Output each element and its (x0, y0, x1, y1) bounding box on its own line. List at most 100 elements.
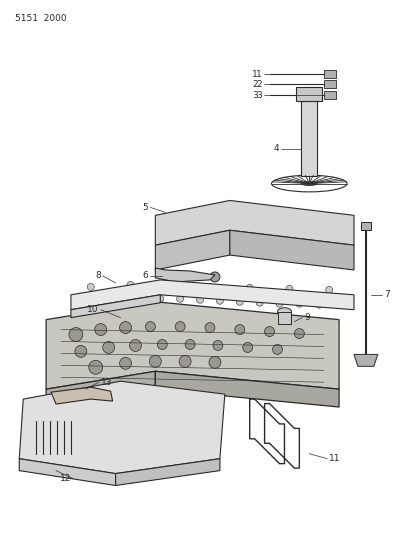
Circle shape (92, 292, 99, 298)
Ellipse shape (279, 210, 289, 215)
Circle shape (231, 289, 238, 296)
Circle shape (275, 300, 282, 307)
Text: 5: 5 (142, 203, 148, 212)
Polygon shape (301, 101, 317, 175)
Circle shape (72, 390, 80, 398)
Circle shape (212, 341, 222, 350)
Circle shape (196, 296, 203, 303)
Polygon shape (324, 80, 335, 88)
Circle shape (180, 249, 190, 259)
Polygon shape (71, 280, 353, 310)
Circle shape (119, 358, 131, 369)
Polygon shape (19, 381, 224, 474)
Circle shape (75, 345, 87, 358)
Circle shape (129, 340, 141, 351)
Circle shape (112, 289, 119, 296)
Polygon shape (19, 459, 115, 486)
Circle shape (116, 423, 125, 432)
Circle shape (191, 287, 198, 294)
Circle shape (151, 286, 158, 293)
Circle shape (272, 344, 282, 354)
Circle shape (256, 299, 263, 306)
Ellipse shape (338, 218, 348, 223)
Circle shape (117, 297, 124, 304)
Circle shape (310, 292, 317, 299)
Circle shape (145, 321, 155, 332)
Polygon shape (51, 387, 112, 404)
Circle shape (160, 253, 170, 263)
Circle shape (270, 292, 277, 298)
Circle shape (209, 357, 220, 368)
Text: 11: 11 (328, 454, 340, 463)
Circle shape (264, 327, 274, 336)
Circle shape (94, 324, 106, 336)
Circle shape (175, 445, 184, 453)
Circle shape (155, 425, 164, 434)
Circle shape (149, 356, 161, 367)
Circle shape (195, 407, 204, 416)
Circle shape (246, 285, 252, 292)
Ellipse shape (319, 213, 328, 218)
Circle shape (204, 247, 214, 257)
Polygon shape (115, 459, 219, 486)
Circle shape (294, 328, 303, 338)
Text: 1: 1 (251, 70, 257, 79)
Circle shape (216, 297, 223, 304)
Circle shape (97, 299, 104, 306)
Ellipse shape (301, 182, 316, 185)
Circle shape (91, 447, 100, 456)
Circle shape (96, 424, 105, 433)
Circle shape (102, 342, 115, 353)
Circle shape (285, 285, 292, 292)
Circle shape (211, 288, 218, 295)
Circle shape (209, 272, 219, 282)
Polygon shape (353, 354, 377, 366)
Ellipse shape (277, 320, 291, 328)
Circle shape (236, 298, 243, 305)
Polygon shape (155, 372, 338, 407)
Circle shape (127, 281, 134, 288)
Circle shape (325, 286, 332, 293)
Text: 1: 1 (255, 70, 261, 79)
Circle shape (136, 447, 144, 456)
Polygon shape (46, 302, 338, 389)
Circle shape (116, 401, 125, 410)
Polygon shape (229, 230, 353, 270)
Circle shape (123, 459, 137, 474)
Ellipse shape (277, 308, 291, 316)
Circle shape (57, 392, 65, 400)
Circle shape (206, 284, 213, 290)
Ellipse shape (170, 216, 180, 221)
Circle shape (175, 321, 185, 332)
Circle shape (234, 325, 244, 335)
Circle shape (74, 459, 88, 474)
Polygon shape (155, 230, 229, 270)
Circle shape (89, 360, 102, 374)
Circle shape (71, 446, 80, 455)
Polygon shape (71, 295, 160, 318)
Circle shape (204, 322, 214, 333)
Polygon shape (296, 87, 321, 101)
Polygon shape (324, 91, 335, 99)
Circle shape (52, 445, 61, 453)
Circle shape (137, 296, 144, 303)
Ellipse shape (239, 208, 249, 213)
Circle shape (89, 390, 97, 398)
Circle shape (155, 405, 164, 414)
Circle shape (111, 448, 120, 457)
Text: 10: 10 (87, 305, 99, 314)
Polygon shape (324, 70, 335, 78)
Circle shape (87, 284, 94, 290)
Text: 4: 4 (273, 144, 279, 154)
Polygon shape (155, 268, 214, 282)
Polygon shape (360, 222, 370, 230)
Text: 12: 12 (59, 474, 71, 483)
Text: 3: 3 (251, 91, 257, 100)
Polygon shape (155, 200, 353, 245)
Ellipse shape (200, 210, 209, 215)
Circle shape (251, 290, 258, 297)
Circle shape (166, 282, 173, 289)
Text: 7: 7 (383, 290, 389, 300)
Circle shape (179, 356, 191, 367)
Text: 9: 9 (303, 313, 309, 322)
